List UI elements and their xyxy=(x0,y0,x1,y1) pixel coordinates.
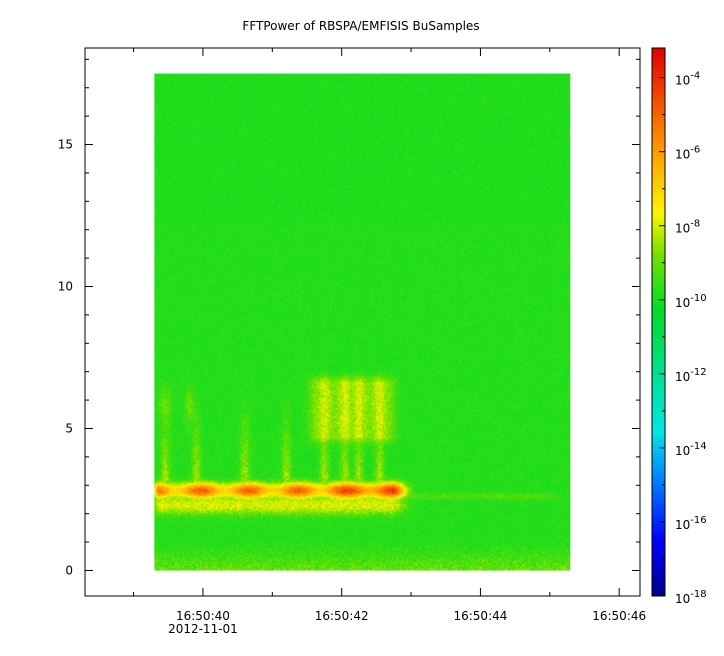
colorbar-tick-label: 10-18 xyxy=(675,589,707,606)
chart-title: FFTPower of RBSPA/EMFISIS BuSamples xyxy=(242,19,479,33)
x-tick-label: 16:50:46 xyxy=(592,609,646,623)
colorbar-axis: 10-4 10-6 10-8 10-10 10-12 10-14 10-16 10-18 xyxy=(659,71,707,606)
y-tick-label: 0 xyxy=(65,563,73,577)
colorbar-tick-label: 10-4 xyxy=(675,71,700,88)
colorbar-tick-label: 10-6 xyxy=(675,145,700,162)
x-tick-label: 16:50:40 xyxy=(176,609,230,623)
colorbar-tick-label: 10-8 xyxy=(675,219,700,236)
y-tick-label: 5 xyxy=(65,421,73,435)
colorbar-gradient xyxy=(652,48,665,596)
y-axis: 0 5 10 15 xyxy=(58,58,640,577)
y-tick-label: 10 xyxy=(58,280,73,294)
y-tick-label: 15 xyxy=(58,138,73,152)
colorbar-tick-label: 10-16 xyxy=(675,515,707,532)
colorbar-tick-label: 10-10 xyxy=(675,293,707,310)
x-axis: 16:50:40 16:50:42 16:50:44 16:50:46 xyxy=(133,48,646,623)
colorbar-frame xyxy=(651,47,666,597)
spectrogram-image xyxy=(154,73,571,571)
x-tick-label: 16:50:42 xyxy=(315,609,369,623)
x-date-label: 2012-11-01 xyxy=(168,622,238,636)
colorbar-tick-label: 10-14 xyxy=(675,441,707,458)
x-tick-label: 16:50:44 xyxy=(453,609,507,623)
colorbar-tick-label: 10-12 xyxy=(675,367,707,384)
